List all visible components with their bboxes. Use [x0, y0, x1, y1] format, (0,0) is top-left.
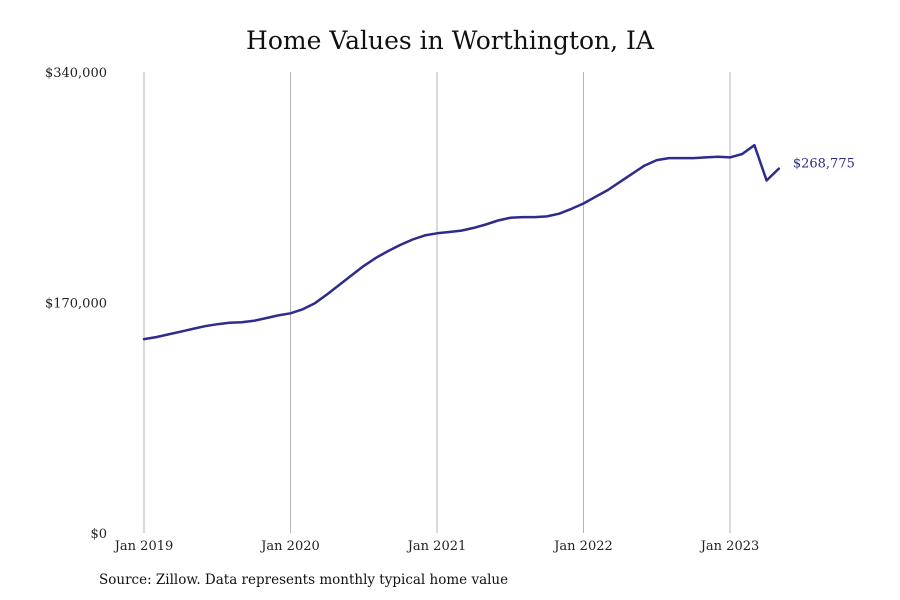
y-tick-label: $340,000 [45, 66, 107, 81]
home-value-line [142, 143, 781, 341]
x-tick-label: Jan 2020 [259, 539, 320, 554]
y-tick-label: $0 [90, 527, 107, 542]
x-tick-label: Jan 2019 [113, 539, 174, 554]
x-tick-label: Jan 2021 [406, 539, 467, 554]
source-note: Source: Zillow. Data represents monthly … [99, 572, 509, 588]
chart-title: Home Values in Worthington, IA [246, 26, 654, 55]
end-value-label: $268,775 [793, 157, 855, 172]
x-tick-label: Jan 2023 [699, 539, 760, 554]
x-tick-label: Jan 2022 [552, 539, 613, 554]
y-tick-label: $170,000 [45, 297, 107, 312]
